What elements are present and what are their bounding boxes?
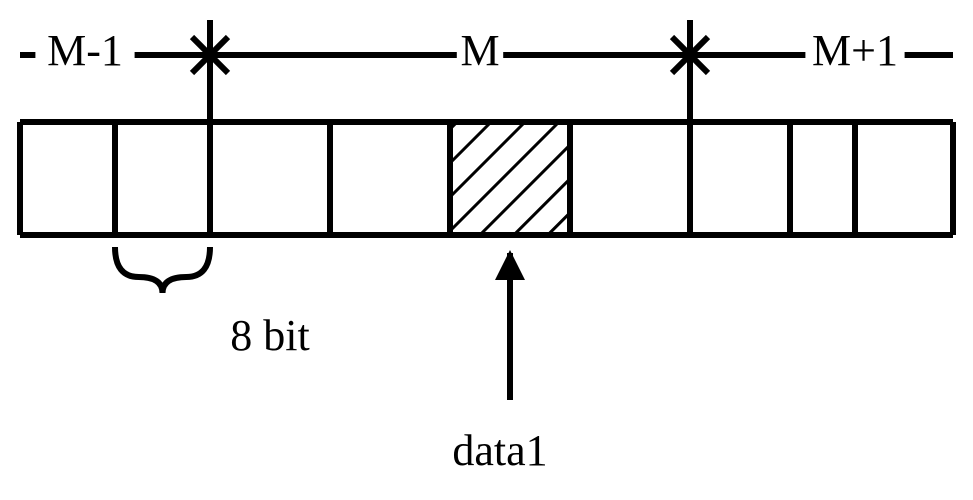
label-m-minus-1: M-1 — [47, 26, 123, 75]
label-m: M — [460, 26, 499, 75]
label-m-plus-1: M+1 — [812, 26, 898, 75]
memory-diagram: M-1 M M+1 8 bit data1 — [0, 0, 973, 500]
hatched-cell — [450, 122, 570, 235]
data-pointer-label: data1 — [452, 426, 547, 475]
byte-brace-label: 8 bit — [230, 311, 309, 360]
byte-brace — [115, 247, 210, 293]
